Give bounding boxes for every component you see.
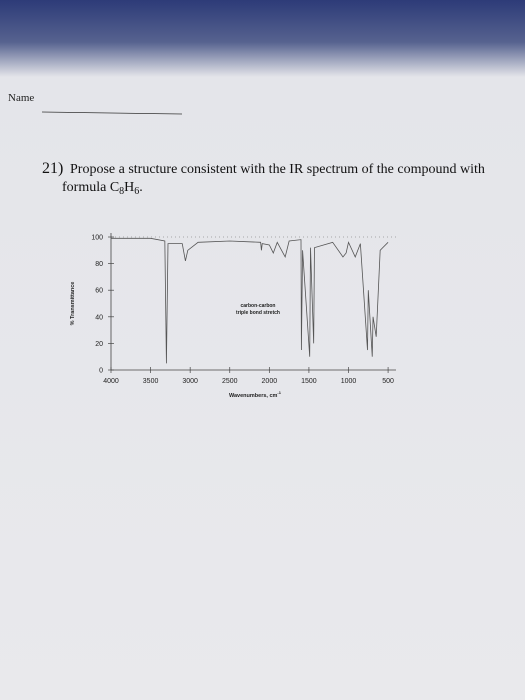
formula-part: formula C bbox=[62, 180, 119, 195]
x-tick-label: 500 bbox=[382, 378, 394, 385]
y-tick-label: 20 bbox=[95, 341, 103, 348]
x-tick-label: 3000 bbox=[182, 378, 198, 385]
x-tick-label: 1500 bbox=[301, 378, 317, 385]
spectrum-line bbox=[111, 237, 389, 364]
y-axis-label: % Transmittance bbox=[70, 282, 76, 326]
formula-subscript: 6 bbox=[134, 186, 139, 197]
x-tick-label: 1000 bbox=[341, 378, 357, 385]
y-tick-label: 0 bbox=[99, 368, 103, 375]
formula-subscript: 8 bbox=[119, 186, 124, 197]
x-axis-label: Wavenumbers, cm-1 bbox=[229, 390, 282, 399]
x-tick-label: 4000 bbox=[103, 378, 119, 385]
annotation: triple bond stretch bbox=[236, 310, 280, 316]
formula-part: H bbox=[124, 180, 134, 195]
formula: formula C8H6. bbox=[62, 180, 143, 197]
x-axis-label-superscript: -1 bbox=[277, 390, 281, 395]
ir-spectrum: 0 20 40 60 80 100 4000 3500 3000 2500 2000 1500 1000… bbox=[70, 233, 396, 399]
question-text: Propose a structure consistent with the … bbox=[70, 162, 485, 177]
x-tick-label: 2000 bbox=[262, 378, 278, 385]
annotation: carbon-carbon bbox=[240, 303, 275, 309]
x-tick-label: 2500 bbox=[222, 378, 238, 385]
y-tick-label: 100 bbox=[91, 235, 103, 242]
name-underline bbox=[41, 111, 183, 115]
y-tick-label: 80 bbox=[95, 261, 103, 268]
x-axis-label-text: Wavenumbers, cm bbox=[229, 393, 278, 399]
y-tick-label: 40 bbox=[95, 314, 103, 321]
question-number: 21) bbox=[42, 160, 63, 177]
formula-part: . bbox=[139, 180, 143, 195]
x-tick-label: 3500 bbox=[143, 378, 159, 385]
y-tick-label: 60 bbox=[95, 288, 103, 295]
name-label: Name bbox=[8, 92, 34, 104]
